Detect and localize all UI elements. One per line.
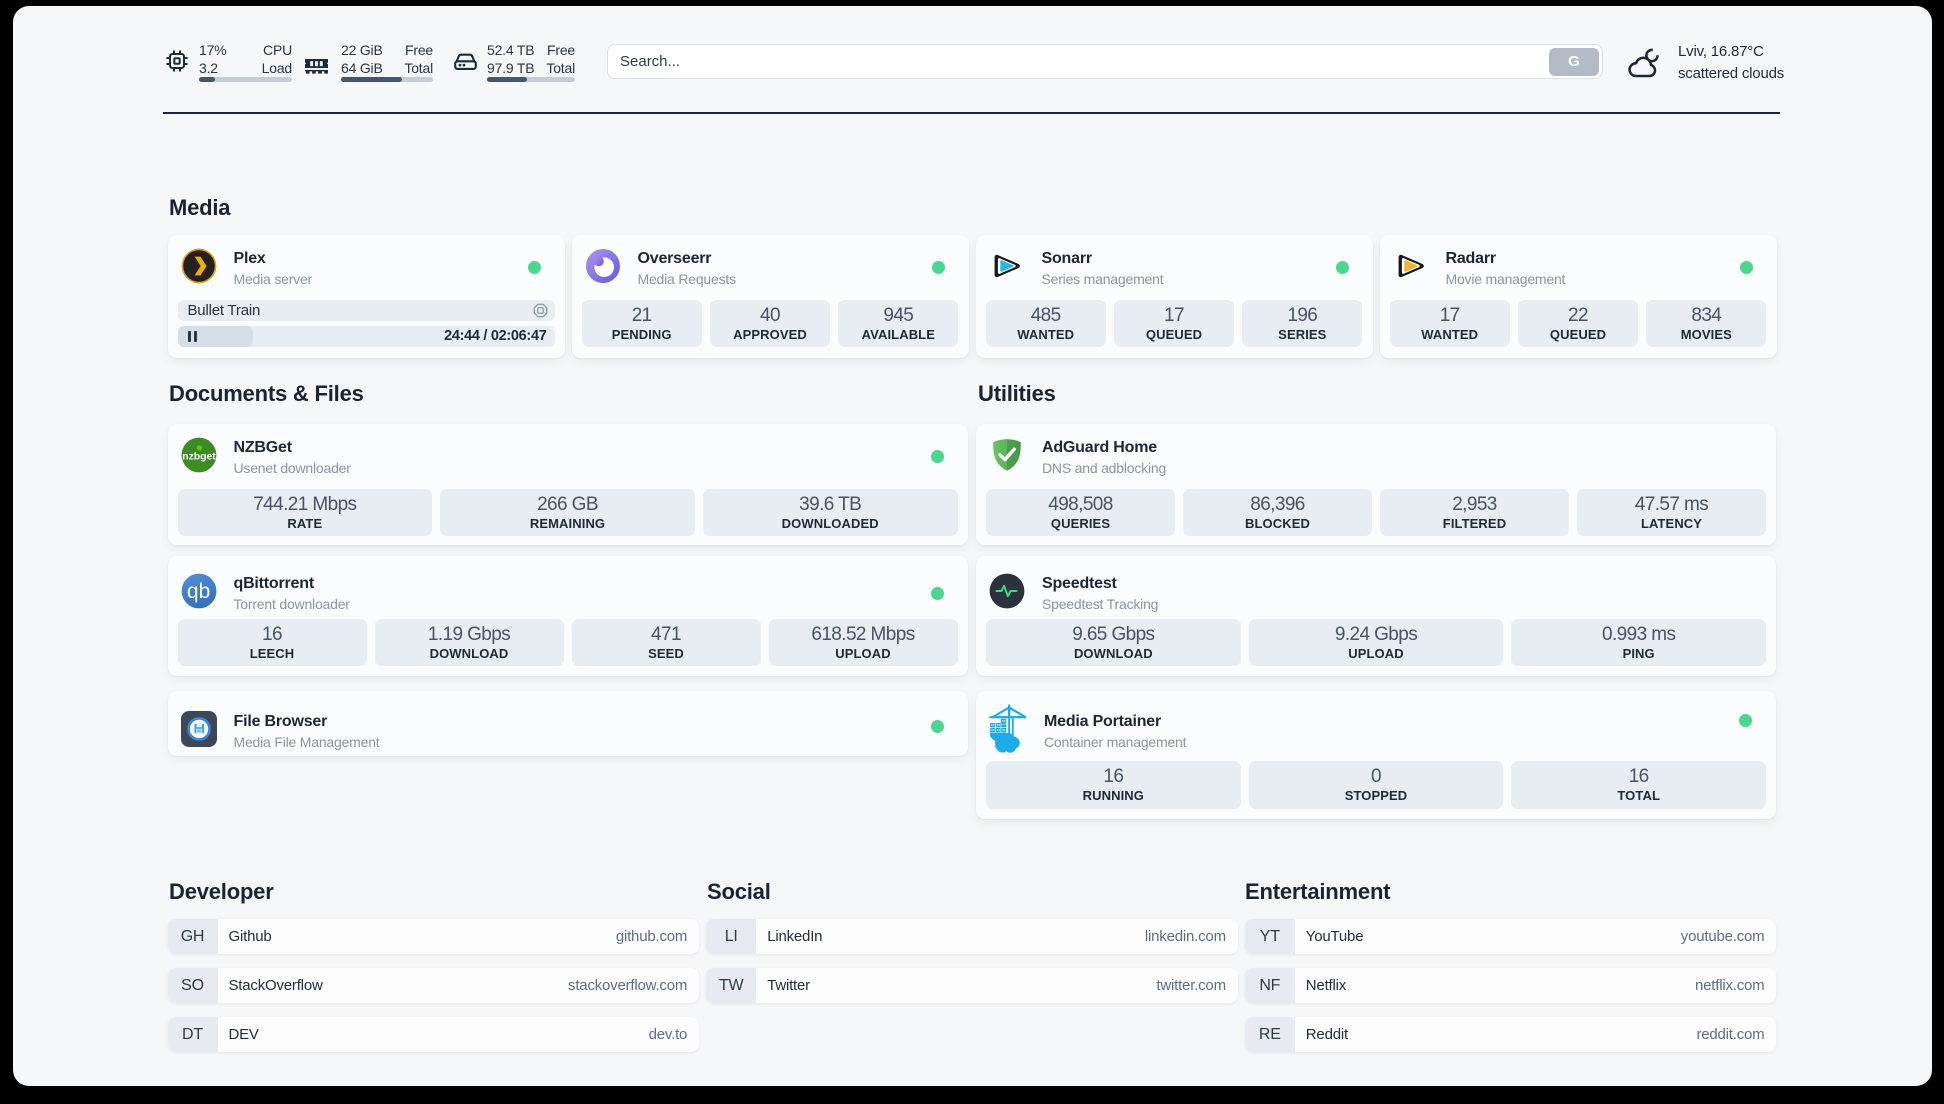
svg-text:qb: qb bbox=[186, 580, 209, 603]
svg-text:nzbget: nzbget bbox=[182, 452, 216, 463]
